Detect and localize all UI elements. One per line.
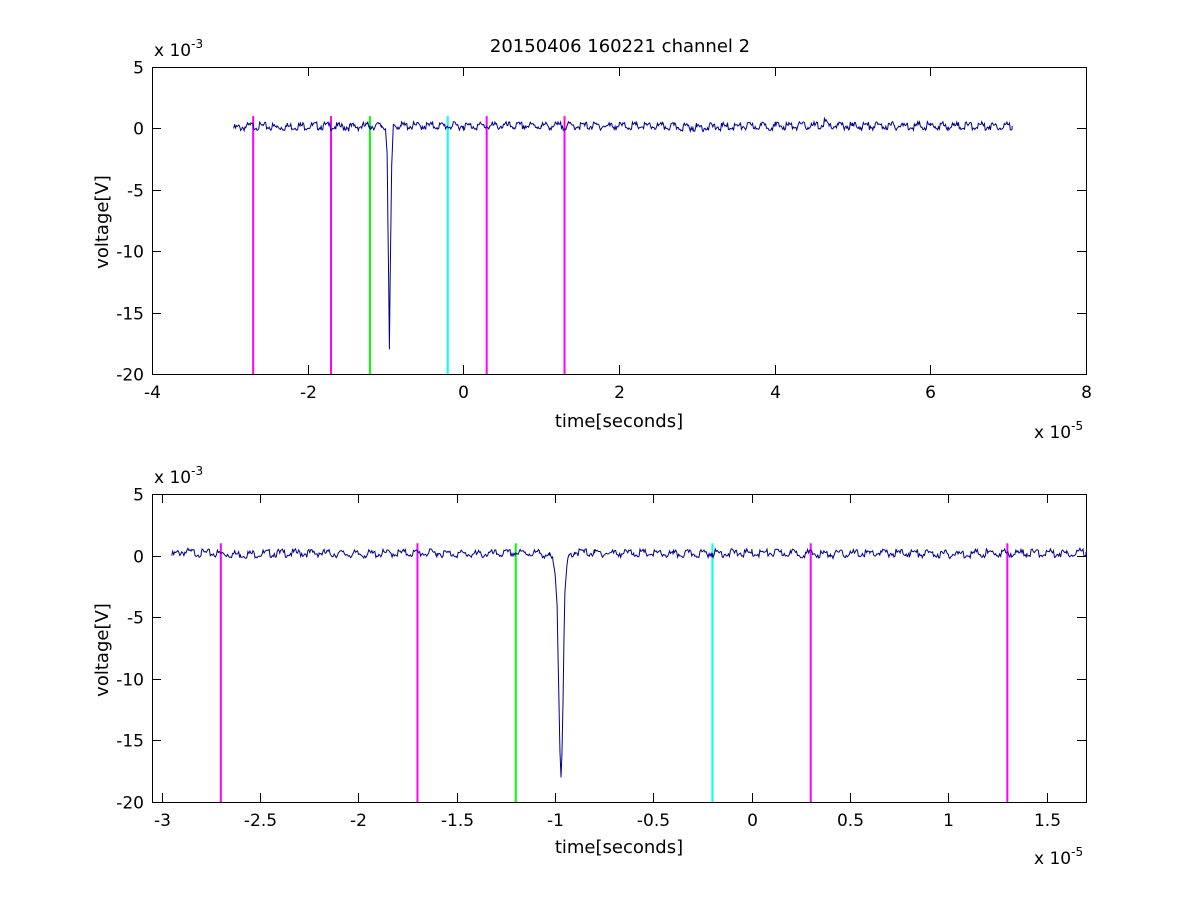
y-ticks: 5 0 -5 -10 -15 -20 (116, 486, 1086, 814)
series (171, 547, 1087, 778)
x-multiplier-base: x 10 (1034, 423, 1071, 443)
voltage-trace (171, 547, 1087, 778)
y-tick-label: 0 (133, 548, 144, 568)
y-axis-label: voltage[V] (92, 175, 113, 269)
y-multiplier-base: x 10 (154, 41, 191, 61)
y-tick-label: 0 (133, 120, 144, 140)
x-tick-label: -0.5 (637, 811, 670, 831)
y-multiplier-base: x 10 (154, 468, 191, 488)
x-multiplier-exponent: -5 (1071, 845, 1083, 859)
x-tick-label: 2 (614, 383, 625, 403)
x-ticks: -3 -2.5 -2 -1.5 -1 -0.5 0 0.5 1 1.5 (154, 494, 1061, 831)
x-tick-label: -1 (547, 811, 564, 831)
y-multiplier-exponent: -3 (191, 37, 203, 51)
x-tick-label: 1.5 (1034, 811, 1061, 831)
x-axis-label: time[seconds] (555, 411, 683, 432)
top-axes: 20150406 160221 channel 2 -4 -2 0 2 4 6 8 50-5… (92, 36, 1092, 443)
x-tick-label: 0 (458, 383, 469, 403)
x-tick-label: 4 (770, 383, 781, 403)
y-tick-label: -20 (116, 794, 144, 814)
y-ticks: 5 0 -5 -10 -15 -20 (116, 59, 1086, 386)
x-tick-label: -2.5 (244, 811, 277, 831)
y-tick-label: -5 (127, 182, 144, 202)
x-tick-label: 1 (943, 811, 954, 831)
y-tick-label: 5 (133, 486, 144, 506)
x-ticks: -4 -2 0 2 4 6 8 (144, 67, 1092, 403)
x-multiplier: x 10-5 (1034, 419, 1083, 443)
x-multiplier-exponent: -5 (1071, 419, 1083, 433)
y-tick-label: -10 (116, 671, 144, 691)
x-axis-label: time[seconds] (555, 837, 683, 858)
x-multiplier: x 10-5 (1034, 845, 1083, 869)
vertical-markers (252, 116, 566, 374)
y-tick-label: -15 (116, 732, 144, 752)
voltage-trace (233, 116, 1013, 350)
y-axis-label: voltage[V] (92, 603, 113, 697)
y-tick-label: -5 (127, 609, 144, 629)
x-tick-label: -2 (300, 383, 317, 403)
y-multiplier-exponent: -3 (191, 464, 203, 478)
y-tick-label: -10 (116, 243, 144, 263)
x-tick-label: -1.5 (441, 811, 474, 831)
y-multiplier: x 10-3 (154, 464, 203, 488)
y-tick-label: -15 (116, 305, 144, 325)
x-tick-label: 8 (1081, 383, 1092, 403)
series (233, 116, 1013, 350)
x-tick-label: 0.5 (837, 811, 864, 831)
bottom-axes: -3 -2.5 -2 -1.5 -1 -0.5 0 0.5 1 1.5 5 0 -5 -10 -15 -20… (92, 464, 1087, 869)
x-multiplier-base: x 10 (1034, 849, 1071, 869)
x-tick-label: 6 (925, 383, 936, 403)
x-tick-label: -3 (154, 811, 171, 831)
chart-title: 20150406 160221 channel 2 (490, 36, 750, 57)
y-tick-label: -20 (116, 366, 144, 386)
y-tick-label: 5 (133, 59, 144, 79)
y-multiplier: x 10-3 (154, 37, 203, 61)
axes-box (152, 67, 1087, 375)
x-tick-label: -2 (350, 811, 367, 831)
x-tick-label: 0 (747, 811, 758, 831)
x-tick-label: -4 (144, 383, 161, 403)
vertical-markers (219, 543, 1009, 802)
axes-box (152, 494, 1087, 803)
